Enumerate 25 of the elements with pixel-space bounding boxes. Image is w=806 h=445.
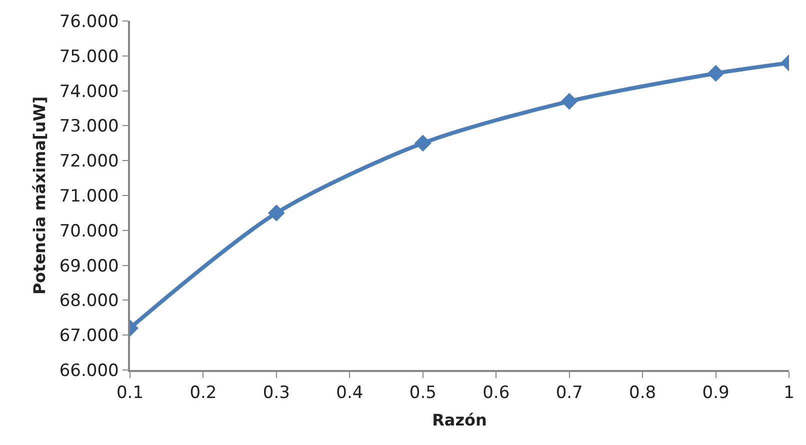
y-tick-label: 76.000 <box>59 12 119 32</box>
y-tick-label: 71.000 <box>59 186 119 206</box>
point <box>560 92 578 110</box>
y-tick-label: 66.000 <box>59 360 119 381</box>
y-tick-label: 75.000 <box>59 46 119 67</box>
x-tick-label: 0.4 <box>336 383 364 404</box>
x-tick-label: 0.2 <box>190 383 217 404</box>
point <box>414 134 432 152</box>
x-axis-title: Razón <box>432 410 487 430</box>
x-tick-label: 0.6 <box>482 383 510 404</box>
y-tick-label: 69.000 <box>59 256 119 276</box>
x-tick-label: 1 <box>784 383 794 404</box>
y-tick-label: 72.000 <box>59 152 119 172</box>
x-tick-label: 0.3 <box>262 383 290 404</box>
x-tick-label: 0.5 <box>409 383 436 404</box>
x-tick-label: 0.7 <box>556 383 583 404</box>
x-tick-label: 0.9 <box>702 383 730 404</box>
y-tick-label: 70.000 <box>59 221 119 242</box>
x-tick-label: 0.1 <box>116 383 144 404</box>
y-axis-title: Potencia máxima[uW] <box>30 96 49 295</box>
y-tick-label: 68.000 <box>59 291 119 312</box>
y-tick-label: 67.000 <box>59 326 119 346</box>
x-tick-label: 0.8 <box>629 383 656 404</box>
y-tick-label: 73.000 <box>59 116 119 137</box>
y-tick-label: 74.000 <box>59 82 119 102</box>
